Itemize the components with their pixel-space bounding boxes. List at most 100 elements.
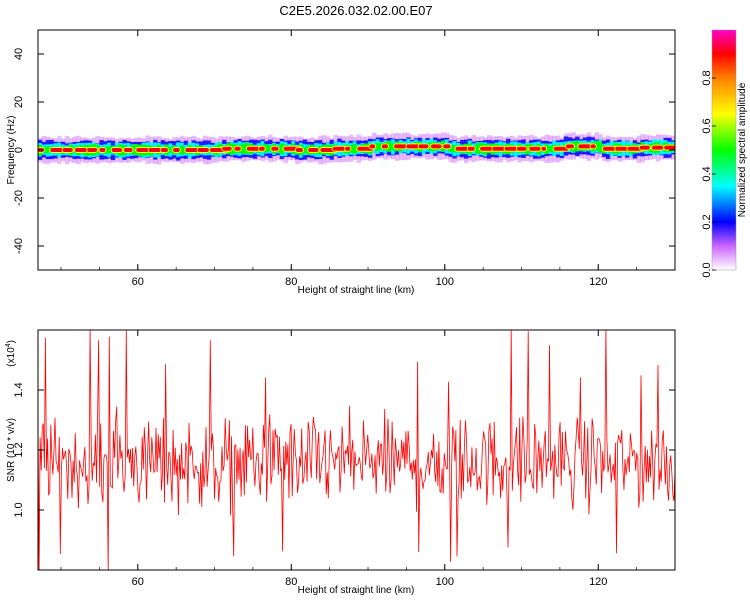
spectrogram-x-tick-label: 80 xyxy=(285,276,297,288)
spectrogram-x-ticks: 60 80 100 120 xyxy=(60,30,676,288)
snr-scale-factor: (x104) xyxy=(5,340,17,367)
spectrogram-peak xyxy=(430,144,442,149)
snr-x-label: Height of straight line (km) xyxy=(298,585,415,596)
spectrogram-cell xyxy=(179,145,185,155)
spectrogram-peak xyxy=(74,148,88,152)
snr-x-tick-label: 100 xyxy=(436,576,454,588)
spectrogram-peak xyxy=(271,146,279,151)
snr-x-tick-label: 60 xyxy=(132,576,144,588)
spectrogram-cell xyxy=(475,143,480,155)
snr-series-line xyxy=(38,330,675,570)
spectrogram-x-tick-label: 120 xyxy=(589,276,607,288)
spectrogram-x-tick-label: 60 xyxy=(132,276,144,288)
snr-y-label: SNR (10 * v/v) xyxy=(6,418,17,482)
spectrogram-peak xyxy=(443,144,451,149)
spectrogram-cell xyxy=(387,140,392,152)
spectrogram-peak xyxy=(62,148,73,152)
spectrogram-marks xyxy=(38,132,675,165)
colorbar-tick-label: 0.8 xyxy=(701,70,713,85)
spectrogram-panel: 60 80 100 120 -40 -20 0 20 40 Height of straigh… xyxy=(6,29,676,296)
spectrogram-cell xyxy=(352,143,358,154)
spectrogram-cell xyxy=(168,147,173,153)
snr-marks xyxy=(38,330,675,570)
spectrogram-peak xyxy=(394,144,408,149)
snr-x-ticks: 60 80 100 120 xyxy=(60,330,676,588)
spectrogram-cell xyxy=(598,141,603,153)
spectrogram-y-label: Frequency (Hz) xyxy=(6,116,17,185)
spectrogram-y-tick-label: 40 xyxy=(13,48,25,60)
snr-panel: 60 80 100 120 1.0 1.2 1.4 Height of straight … xyxy=(5,329,676,596)
spectrogram-peak xyxy=(50,148,64,152)
spectrogram-y-tick-label: 0 xyxy=(13,147,25,153)
spectrogram-peak xyxy=(160,148,168,152)
spectrogram-x-label: Height of straight line (km) xyxy=(298,285,415,296)
spectrogram-peak xyxy=(541,146,547,151)
spectrogram-peak xyxy=(185,148,200,152)
snr-y-ticks: 1.0 1.2 1.4 xyxy=(13,382,675,518)
spectrogram-cell xyxy=(279,143,285,155)
colorbar: 0.0 0.2 0.4 0.6 0.8 Normalized spectral ampl… xyxy=(701,29,748,278)
spectrogram-y-tick-label: -20 xyxy=(13,190,25,206)
spectrogram-cell xyxy=(241,143,246,155)
colorbar-label: Normalized spectral amplitude xyxy=(737,82,748,217)
spectrogram-cell xyxy=(45,146,51,154)
spectrogram-peak xyxy=(308,148,319,152)
spectrogram-peak xyxy=(111,148,123,152)
spectrogram-peak xyxy=(529,146,541,151)
spectrogram-peak xyxy=(344,146,351,151)
colorbar-tick-label: 0.6 xyxy=(701,118,713,133)
spectrogram-peak xyxy=(566,144,574,149)
spectrogram-y-tick-label: -40 xyxy=(13,238,25,254)
colorbar-ticks: 0.0 0.2 0.4 0.6 0.8 xyxy=(701,70,716,278)
spectrogram-y-ticks: -40 -20 0 20 40 xyxy=(13,48,675,254)
spectrogram-peak xyxy=(664,145,675,150)
spectrogram-cell xyxy=(548,146,553,153)
snr-x-tick-label: 120 xyxy=(589,576,607,588)
spectrogram-peak xyxy=(492,146,507,151)
figure-title: C2E5.2026.032.02.00.E07 xyxy=(279,3,432,18)
spectrogram-cell xyxy=(375,142,381,151)
snr-background xyxy=(38,330,675,570)
spectrogram-peak xyxy=(99,148,106,152)
spectrogram-peak xyxy=(639,145,650,150)
spectrogram-peak xyxy=(467,146,475,151)
spectrogram-peak xyxy=(197,148,209,152)
colorbar-tick-label: 0.2 xyxy=(701,214,713,229)
snr-y-tick-label: 1.2 xyxy=(13,442,25,457)
colorbar-tick-label: 0.4 xyxy=(701,166,713,181)
spectrogram-peak xyxy=(295,148,303,152)
snr-scale-base: (x10 xyxy=(6,347,17,367)
snr-y-tick-label: 1.4 xyxy=(13,382,25,397)
spectrogram-peak xyxy=(222,146,232,151)
spectrogram-cell xyxy=(302,147,308,154)
colorbar-tick-label: 0.0 xyxy=(701,262,713,277)
spectrogram-peak xyxy=(406,144,421,149)
spectrogram-peak xyxy=(123,148,133,152)
spectrogram-peak xyxy=(615,146,629,151)
spectrogram-cell xyxy=(525,144,530,155)
spectrogram-peak xyxy=(87,148,98,152)
spectrogram-peak xyxy=(332,146,348,151)
spectrogram-peak xyxy=(516,146,527,151)
snr-x-tick-label: 80 xyxy=(285,576,297,588)
spectrogram-peak xyxy=(590,144,596,149)
spectrogram-peak xyxy=(418,144,429,149)
spectrogram-cell xyxy=(107,146,112,154)
spectrogram-peak xyxy=(651,145,664,150)
spectrogram-peak xyxy=(259,146,265,151)
spectrogram-peak xyxy=(369,144,376,149)
spectrogram-peak xyxy=(381,144,388,149)
spectrogram-peak xyxy=(234,146,241,151)
spectrogram-cell xyxy=(448,146,454,152)
svg-text:(x104): (x104) xyxy=(5,340,17,367)
spectrogram-peak xyxy=(136,148,150,152)
spectrogram-peak xyxy=(553,146,569,151)
snr-y-tick-label: 1.0 xyxy=(13,502,25,517)
spectrogram-y-tick-label: 20 xyxy=(13,96,25,108)
colorbar-gradient xyxy=(711,29,737,271)
snr-scale-exp: 4 xyxy=(5,343,12,347)
spectrogram-peak xyxy=(602,146,618,151)
spectrogram-x-tick-label: 100 xyxy=(436,276,454,288)
spectrogram-peak xyxy=(173,148,180,152)
